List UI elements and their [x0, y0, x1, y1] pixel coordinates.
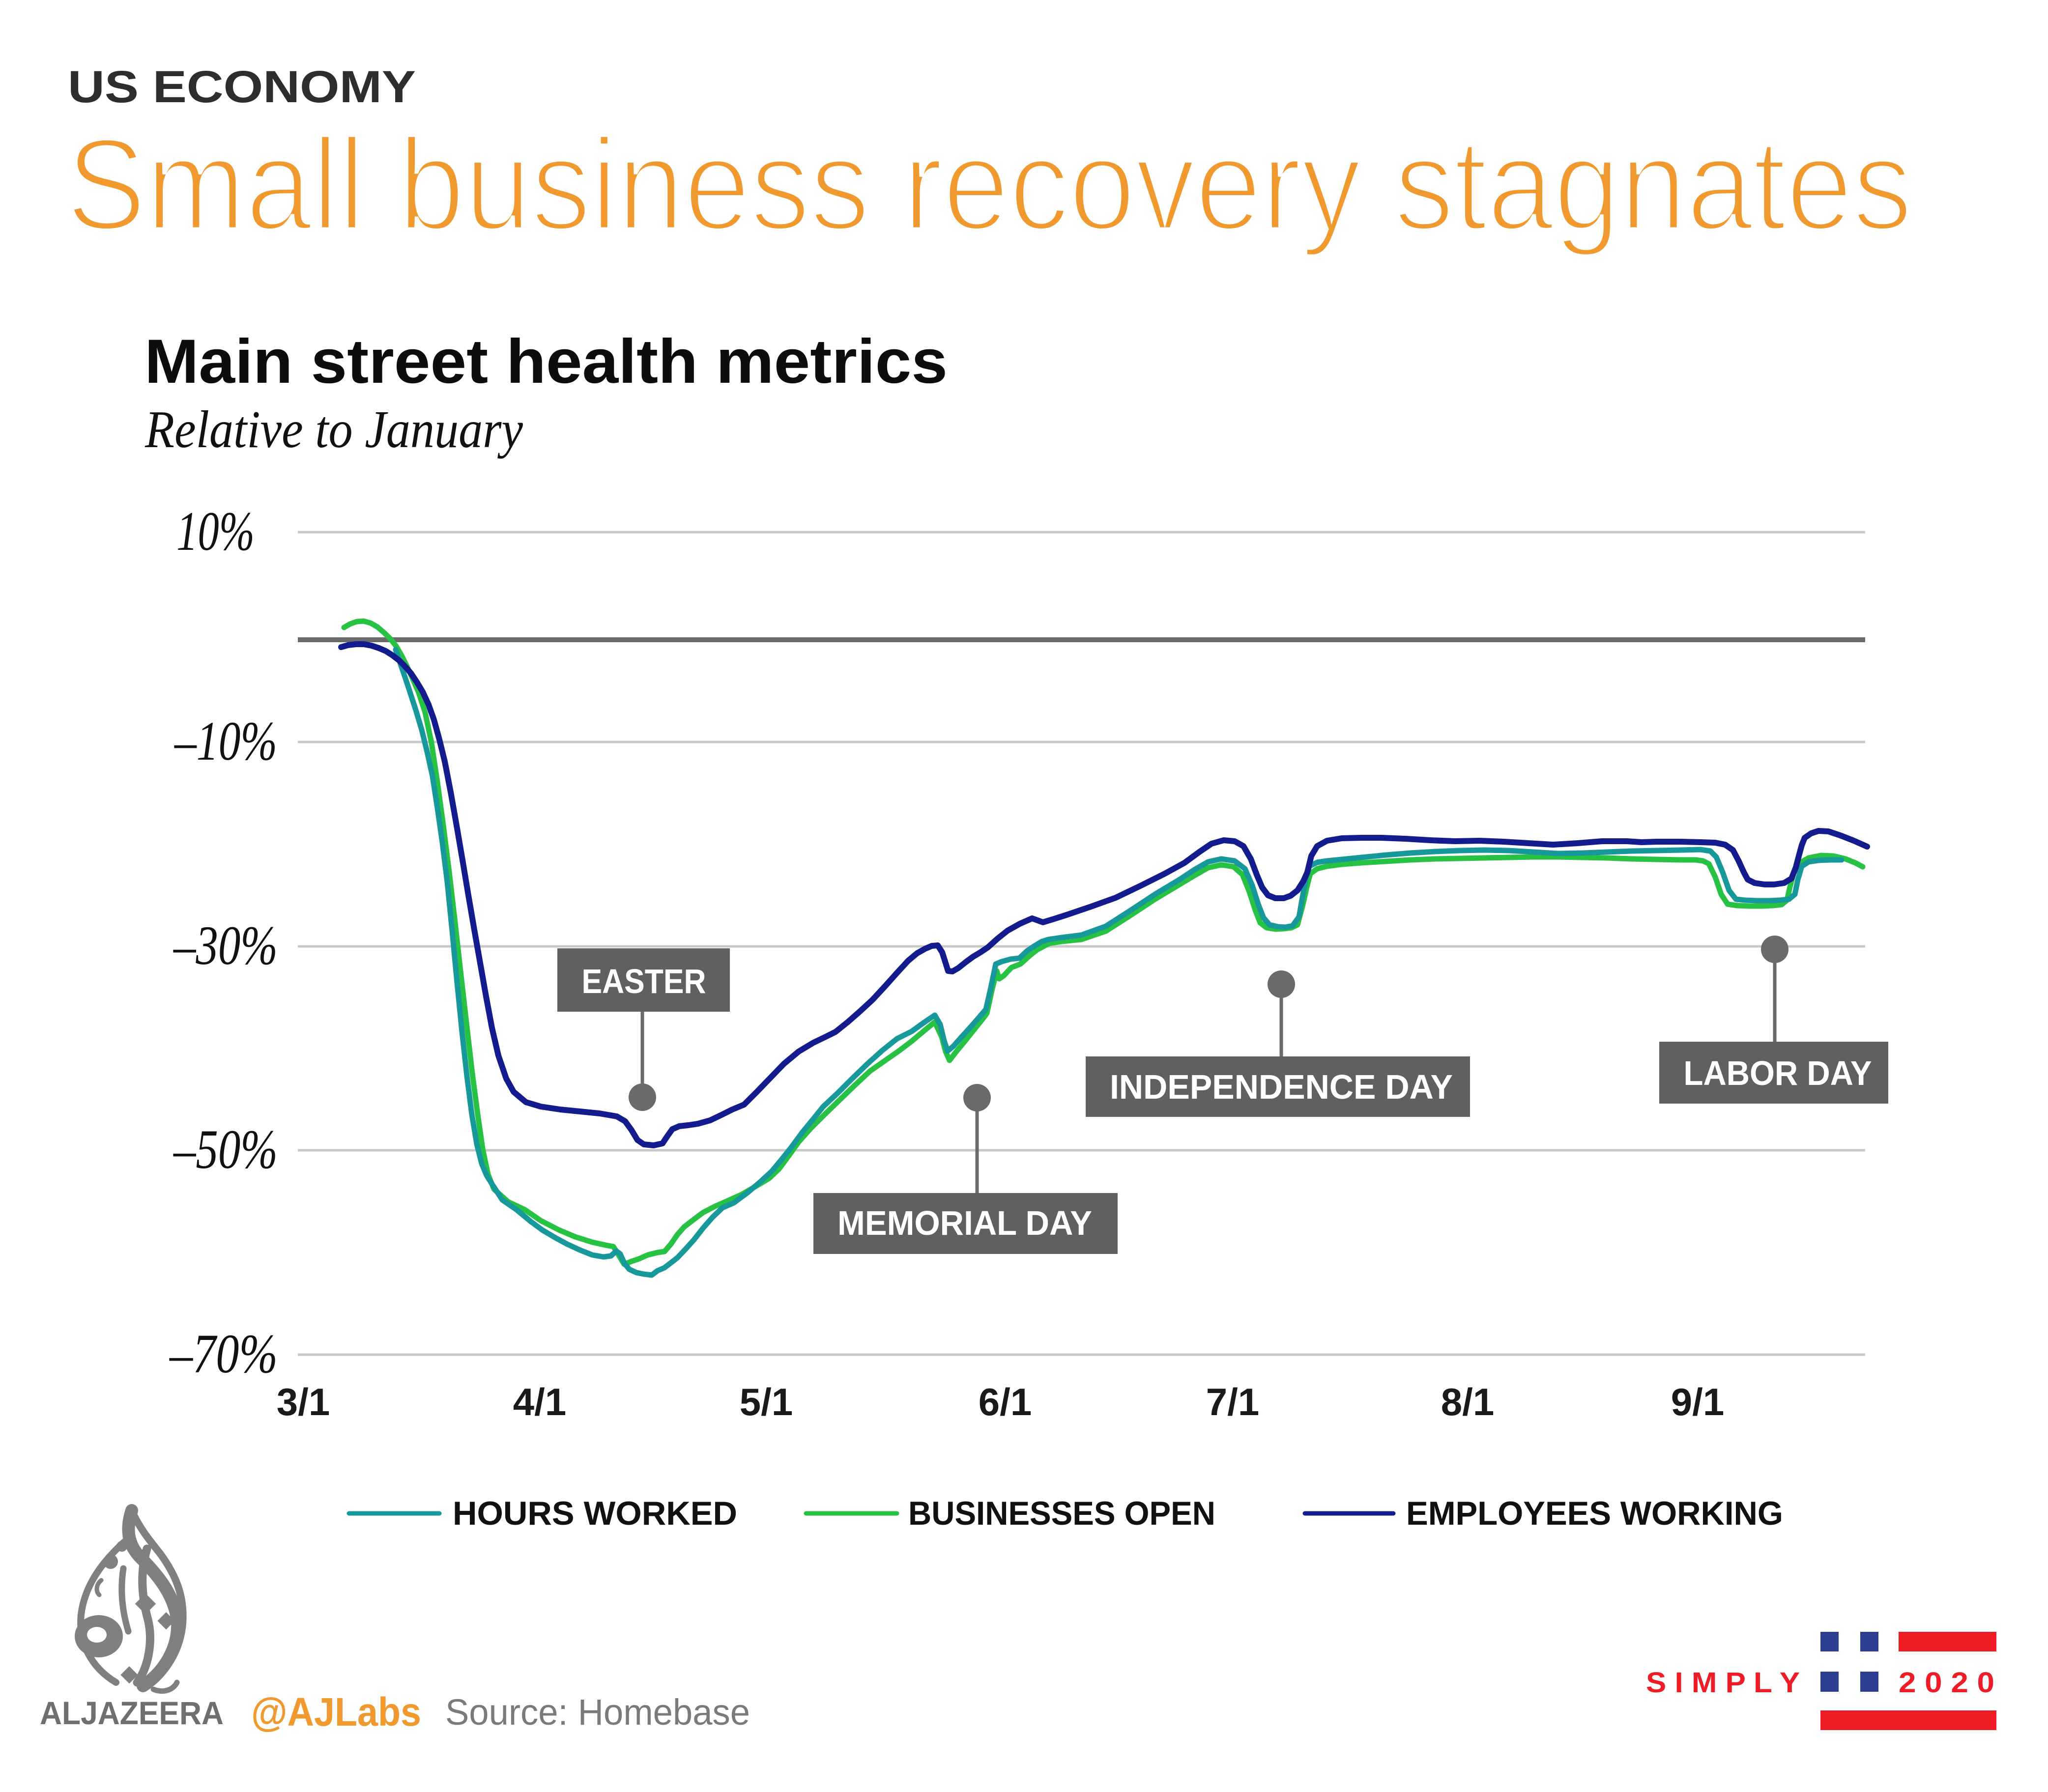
- svg-text:10%: 10%: [176, 501, 255, 562]
- svg-text:EMPLOYEES WORKING: EMPLOYEES WORKING: [1406, 1495, 1783, 1532]
- svg-text:ALJAZEERA: ALJAZEERA: [40, 1695, 224, 1731]
- svg-text:Main street health metrics: Main street health metrics: [144, 326, 948, 396]
- svg-text:LABOR DAY: LABOR DAY: [1684, 1054, 1872, 1092]
- svg-text:US ECONOMY: US ECONOMY: [68, 62, 416, 112]
- svg-text:5/1: 5/1: [740, 1380, 793, 1423]
- svg-text:Source: Homebase: Source: Homebase: [445, 1692, 750, 1733]
- svg-text:–70%: –70%: [169, 1323, 278, 1385]
- svg-text:2 0 2 0: 2 0 2 0: [1899, 1667, 1994, 1699]
- svg-text:Relative to January: Relative to January: [144, 400, 523, 459]
- svg-text:EASTER: EASTER: [582, 962, 706, 1000]
- svg-text:@AJLabs: @AJLabs: [251, 1690, 421, 1735]
- svg-text:9/1: 9/1: [1671, 1380, 1724, 1423]
- svg-text:4/1: 4/1: [513, 1380, 566, 1423]
- svg-text:7/1: 7/1: [1206, 1380, 1259, 1423]
- svg-text:HOURS WORKED: HOURS WORKED: [453, 1495, 737, 1532]
- svg-text:MEMORIAL DAY: MEMORIAL DAY: [837, 1204, 1092, 1242]
- svg-text:INDEPENDENCE DAY: INDEPENDENCE DAY: [1110, 1068, 1453, 1106]
- svg-text:–50%: –50%: [173, 1119, 278, 1180]
- svg-text:3/1: 3/1: [277, 1380, 330, 1423]
- svg-text:6/1: 6/1: [979, 1380, 1032, 1423]
- svg-text:–30%: –30%: [173, 915, 278, 976]
- svg-text:BUSINESSES OPEN: BUSINESSES OPEN: [908, 1495, 1215, 1532]
- svg-text:Small business recovery stagna: Small business recovery stagnates: [66, 112, 1912, 258]
- svg-text:8/1: 8/1: [1441, 1380, 1494, 1423]
- svg-text:–10%: –10%: [174, 711, 277, 772]
- svg-text:S I M P L Y: S I M P L Y: [1646, 1667, 1800, 1699]
